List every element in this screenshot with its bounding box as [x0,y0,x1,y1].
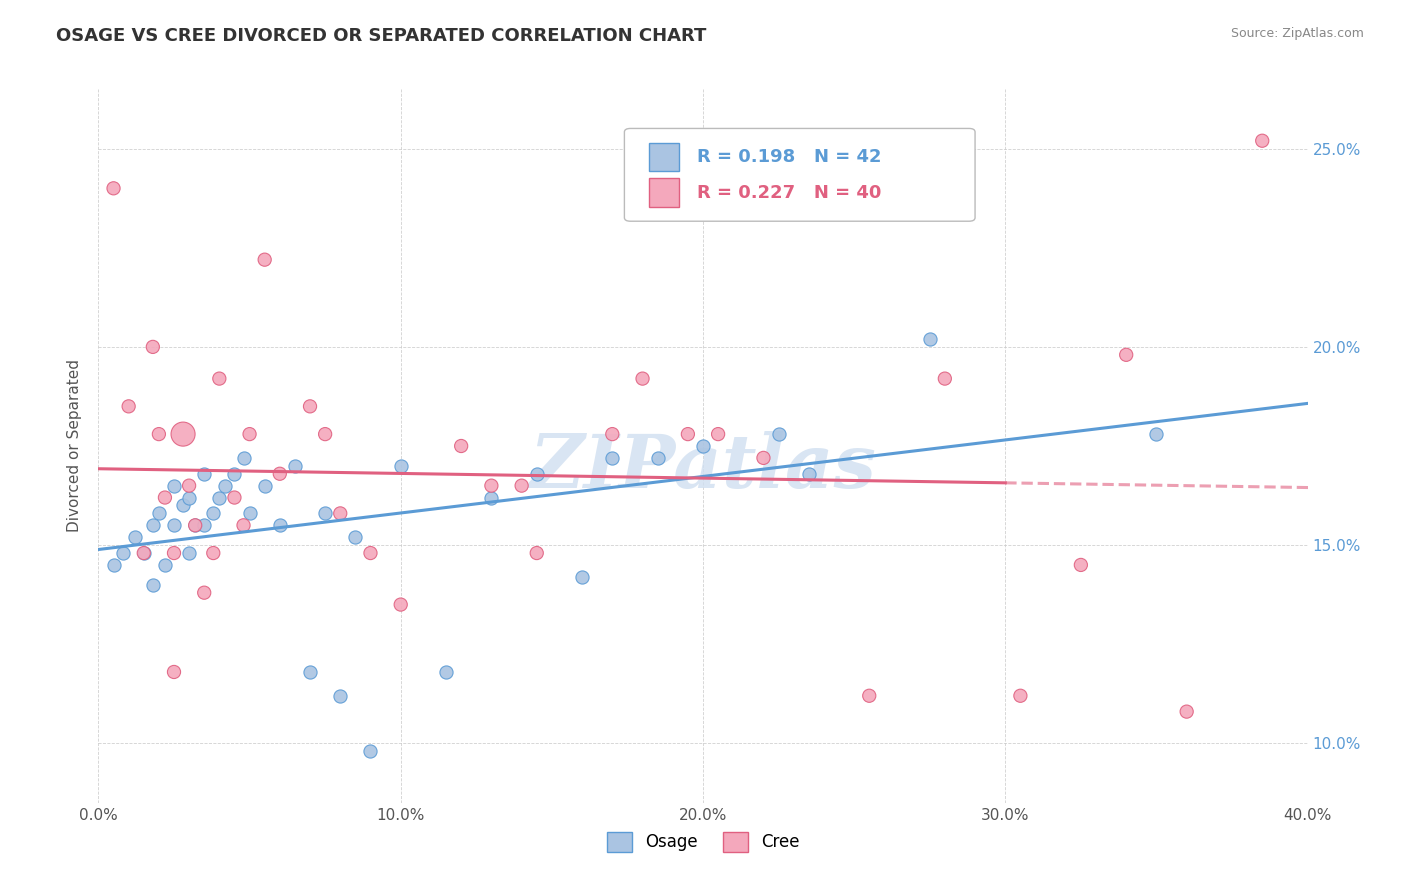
Point [571,570,593,584]
Point [193,518,215,533]
Point [389,598,412,612]
Point [103,181,125,195]
Point [526,546,548,560]
Point [269,518,291,533]
Point [153,491,176,505]
Point [202,507,225,521]
FancyBboxPatch shape [648,178,679,207]
Text: R = 0.198   N = 42: R = 0.198 N = 42 [697,148,882,166]
Point [602,427,624,442]
Point [111,546,134,560]
Point [124,530,146,544]
Point [142,340,165,354]
Point [481,491,503,505]
Point [224,491,246,505]
Point [344,530,367,544]
Point [797,467,820,481]
Point [153,558,176,572]
Point [193,585,215,599]
Legend: Osage, Cree: Osage, Cree [600,825,806,859]
Point [299,665,322,679]
Point [193,467,215,481]
Point [142,518,165,533]
Point [148,507,170,521]
Point [202,546,225,560]
Point [224,467,246,481]
Text: ZIPatlas: ZIPatlas [530,431,876,504]
Point [103,558,125,572]
Point [142,578,165,592]
Point [314,427,336,442]
Point [918,332,941,346]
Text: Source: ZipAtlas.com: Source: ZipAtlas.com [1230,27,1364,40]
Point [208,371,231,385]
Text: OSAGE VS CREE DIVORCED OR SEPARATED CORRELATION CHART: OSAGE VS CREE DIVORCED OR SEPARATED CORR… [56,27,707,45]
Point [239,427,262,442]
Point [299,400,322,414]
Point [360,546,382,560]
Point [172,499,194,513]
Point [389,458,412,473]
Point [163,478,186,492]
Point [602,450,624,465]
Point [329,689,352,703]
Point [232,518,254,533]
FancyBboxPatch shape [624,128,976,221]
Point [239,507,262,521]
Point [1115,348,1137,362]
Point [172,427,194,442]
Point [132,546,155,560]
Point [526,467,548,481]
Point [434,665,457,679]
Point [314,507,336,521]
Point [450,439,472,453]
Point [253,252,276,267]
Point [163,665,186,679]
Point [179,478,201,492]
Point [934,371,956,385]
Point [858,689,880,703]
Point [676,427,699,442]
Point [214,478,236,492]
Point [1251,134,1274,148]
Point [647,450,669,465]
Point [179,491,201,505]
Point [179,546,201,560]
Y-axis label: Divorced or Separated: Divorced or Separated [67,359,83,533]
Point [329,507,352,521]
Point [148,427,170,442]
Point [510,478,533,492]
Point [752,450,775,465]
Point [184,518,207,533]
Point [1070,558,1092,572]
Point [631,371,654,385]
Point [1010,689,1032,703]
Point [1144,427,1167,442]
Point [1175,705,1198,719]
Text: R = 0.227   N = 40: R = 0.227 N = 40 [697,184,882,202]
Point [692,439,714,453]
Point [163,546,186,560]
Point [360,744,382,758]
Point [253,478,276,492]
Point [208,491,231,505]
Point [184,518,207,533]
FancyBboxPatch shape [648,143,679,171]
Point [132,546,155,560]
Point [481,478,503,492]
Point [163,518,186,533]
Point [768,427,790,442]
Point [232,450,254,465]
Point [118,400,141,414]
Point [269,467,291,481]
Point [707,427,730,442]
Point [284,458,307,473]
